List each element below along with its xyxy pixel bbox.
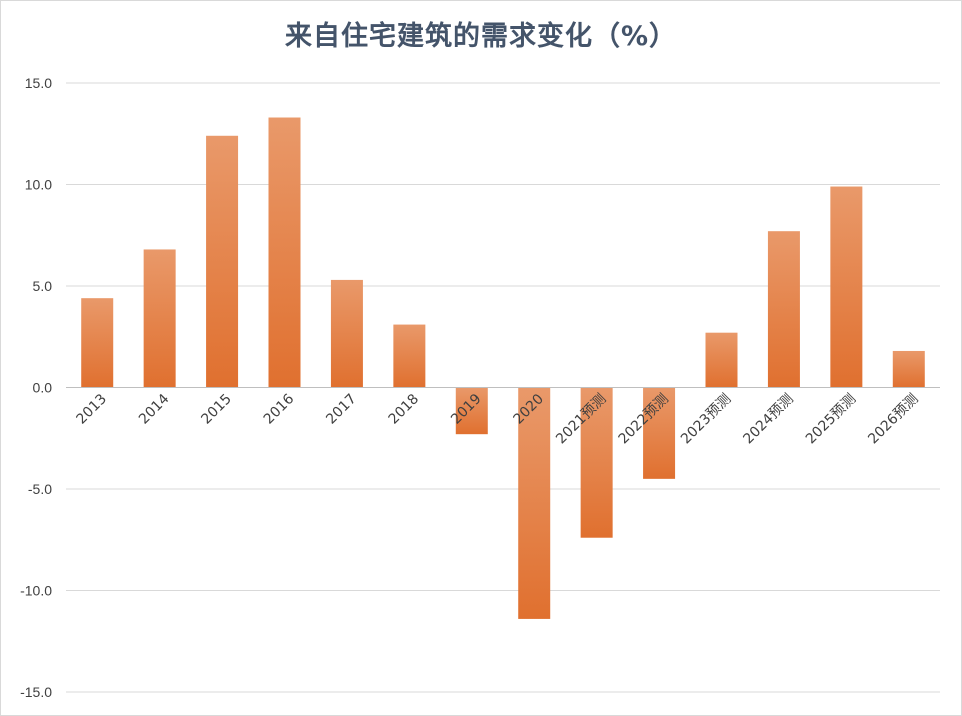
x-tick-label: 2023预测	[678, 391, 734, 447]
bar	[393, 324, 426, 388]
bar	[580, 387, 613, 538]
y-axis-ticks: -15.0 -10.0 -5.0 0.0 5.0 10.0 15.0	[20, 75, 52, 700]
bar	[206, 135, 239, 388]
y-tick-label: 15.0	[25, 75, 52, 91]
bar	[705, 332, 738, 388]
y-tick-label: 5.0	[33, 278, 53, 294]
x-tick-label: 2026预测	[865, 391, 921, 447]
x-axis-ticks: 2013 2014 2015 2016 2017 2018 2019 2020 2021预测 20…	[74, 391, 922, 447]
bar	[830, 186, 863, 388]
bar	[518, 387, 551, 619]
bar	[643, 387, 676, 479]
chart-title: 来自住宅建筑的需求变化（%）	[284, 21, 678, 52]
x-tick-label: 2014	[136, 391, 173, 428]
bar	[268, 117, 301, 388]
bar	[143, 249, 176, 388]
bar	[767, 231, 800, 388]
y-tick-label: 10.0	[25, 177, 52, 193]
bars	[81, 117, 925, 619]
bar	[455, 387, 488, 435]
x-tick-label: 2018	[386, 391, 423, 428]
y-tick-label: -15.0	[20, 684, 52, 700]
x-tick-label: 2016	[261, 391, 298, 428]
y-tick-label: -10.0	[20, 583, 52, 599]
bar	[81, 298, 114, 388]
x-tick-label: 2025预测	[803, 391, 859, 447]
x-tick-label: 2024预测	[740, 391, 796, 447]
y-tick-label: -5.0	[28, 481, 52, 497]
x-tick-label: 2013	[74, 391, 111, 428]
bar	[892, 350, 925, 388]
y-tick-label: 0.0	[33, 380, 53, 396]
x-tick-label: 2015	[198, 391, 235, 428]
x-tick-label: 2017	[323, 391, 360, 428]
bar	[330, 279, 363, 388]
